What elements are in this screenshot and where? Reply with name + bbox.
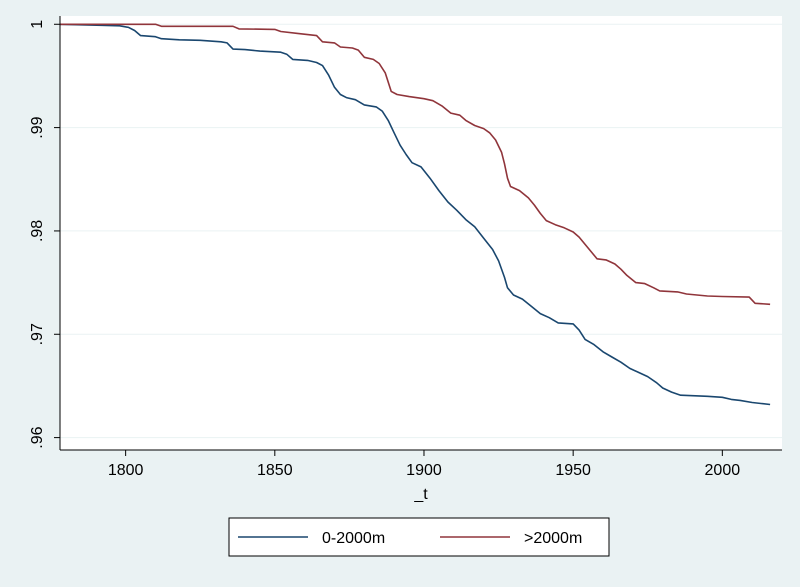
x-tick-label: 1800 bbox=[108, 462, 144, 479]
series-layer bbox=[59, 23, 771, 406]
y-tick-label: .96 bbox=[29, 426, 46, 448]
x-tick-label: 2000 bbox=[705, 462, 741, 479]
plot-frame bbox=[59, 16, 782, 451]
plot-background bbox=[60, 16, 782, 450]
y-tick-label: 1 bbox=[29, 20, 46, 29]
y-tick-label: .97 bbox=[29, 323, 46, 345]
x-axis-title: _t bbox=[413, 486, 428, 503]
x-tick-label: 1950 bbox=[555, 462, 591, 479]
series-line-1 bbox=[59, 23, 771, 406]
x-tick-label: 1850 bbox=[257, 462, 293, 479]
x-axis: 1800 1850 1900 1950 2000 bbox=[108, 450, 740, 479]
legend-label-2: >2000m bbox=[524, 530, 582, 547]
y-tick-label: .98 bbox=[29, 220, 46, 242]
series-line-2 bbox=[60, 23, 771, 306]
y-tick-label: .99 bbox=[29, 116, 46, 138]
gridlines bbox=[60, 23, 782, 439]
legend-label-1: 0-2000m bbox=[322, 530, 385, 547]
x-tick-label: 1900 bbox=[406, 462, 442, 479]
legend: 0-2000m >2000m bbox=[228, 517, 610, 557]
y-axis: .96 .97 .98 .99 1 bbox=[29, 20, 60, 449]
